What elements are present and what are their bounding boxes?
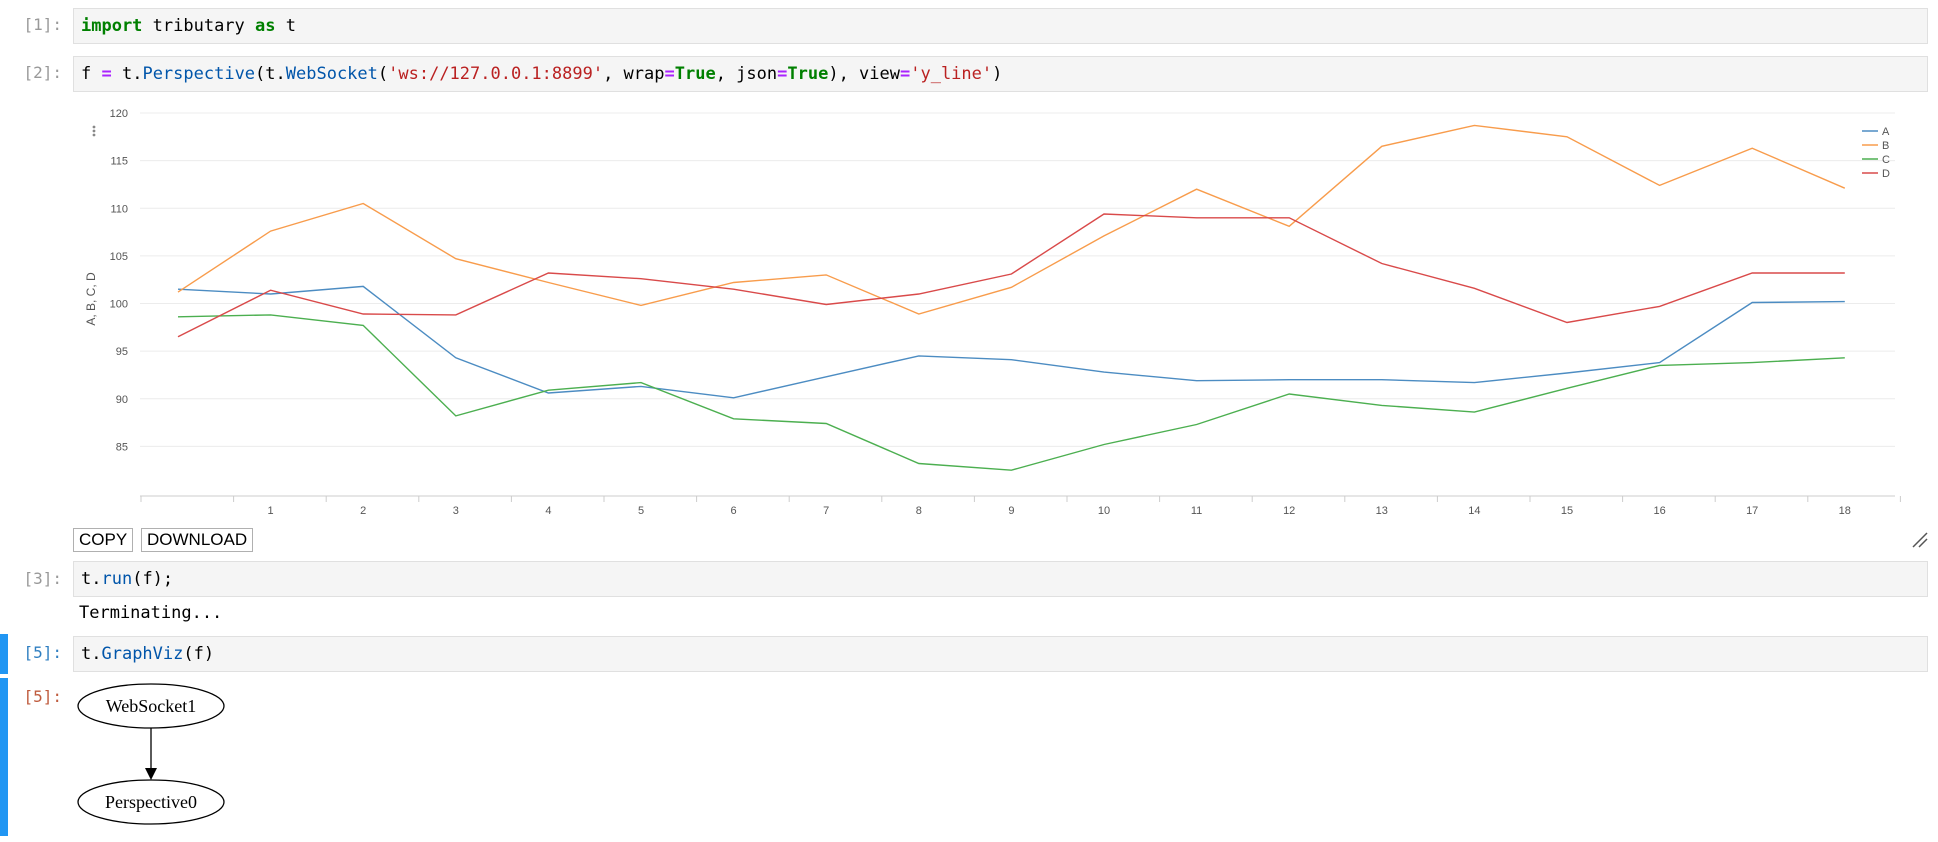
x-tick-label: 2 [360,505,366,517]
graph-edge-arrow-icon [145,768,157,780]
perspective-chart[interactable]: 85 90 95 100 105 110 115 120 1 2 3 4 5 6 7 8 9 10 11 12 13 14… [73,99,1928,519]
x-tick-label: 15 [1561,505,1573,517]
series-line-A [177,285,1845,399]
legend-label-A: A [1882,126,1890,138]
cell-3-prompt: [3]: [23,569,62,588]
x-tick-label: 4 [545,505,551,517]
cell-5-output-prompt: [5]: [23,687,62,706]
y-tick-label: 120 [110,108,128,120]
menu-dots-icon [92,129,96,133]
y-tick-label: 110 [110,203,128,215]
x-tick-label: 9 [1008,505,1014,517]
code-token: tributary [142,16,256,36]
cell-2-prompt: [2]: [23,63,62,82]
x-tick-label: 7 [823,505,829,517]
code-token: t. [81,569,102,589]
code-token: = [664,64,675,84]
code-token: , wrap [603,64,665,84]
code-token: True [787,64,829,84]
x-tick-label: 8 [916,505,922,517]
cell-5-input[interactable]: t.GraphViz(f) [73,636,1928,672]
cell-3-input[interactable]: t.run(f); [73,561,1928,597]
x-tick-label: 16 [1653,505,1665,517]
y-tick-label: 90 [116,394,128,406]
code-token: (f); [132,569,174,589]
menu-dots-icon [92,133,96,137]
code-token: t. [81,644,102,664]
code-token: = [101,64,112,84]
cell-3-output: Terminating... [79,603,223,623]
code-token: ) [992,64,1003,84]
code-token: WebSocket [285,64,378,84]
x-tick-label: 3 [453,505,459,517]
code-token: import [81,16,143,36]
code-token: ), view [828,64,900,84]
x-tick-label: 11 [1191,505,1202,517]
code-token: as [255,16,276,36]
y-tick-label: 85 [116,441,128,453]
cell-5-prompt: [5]: [23,643,62,662]
copy-button[interactable]: COPY [73,528,134,552]
code-token: f [81,64,102,84]
graphviz-diagram: WebSocket1 Perspective0 [77,683,225,825]
code-token: (t. [255,64,286,84]
code-token: True [674,64,716,84]
y-tick-label: 100 [110,299,128,311]
x-tick-label: 6 [731,505,737,517]
code-token: , json [715,64,778,84]
cell-1-input[interactable]: import tributary as t [73,8,1928,44]
series-line-C [177,314,1845,471]
code-token: t. [111,64,143,84]
x-tick-label: 17 [1746,505,1758,517]
legend-label-B: B [1882,140,1889,152]
y-tick-label: 105 [110,251,128,263]
code-token: 'ws://127.0.0.1:8899' [388,64,604,84]
code-token: Perspective [142,64,256,84]
code-token: = [899,64,911,84]
x-tick-label: 5 [638,505,644,517]
legend-label-D: D [1882,168,1890,180]
code-token: GraphViz [101,644,184,664]
code-token: ( [377,64,389,84]
code-token: run [101,569,133,589]
download-button[interactable]: DOWNLOAD [141,528,254,552]
output-selection-bar [0,678,8,836]
cell-selection-bar [0,634,8,674]
code-token: 'y_line' [910,64,993,84]
x-tick-label: 10 [1098,505,1110,517]
graph-node-perspective [77,779,225,825]
cell-2-input[interactable]: f = t.Perspective(t.WebSocket('ws://127.… [73,56,1928,92]
x-tick-label: 1 [268,505,274,517]
y-tick-label: 95 [116,346,128,358]
y-tick-label: 115 [110,156,128,168]
y-axis-label: A, B, C, D [84,272,98,326]
code-token: (f) [183,644,215,664]
cell-1-prompt: [1]: [23,15,62,34]
series-line-D [177,213,1845,338]
graph-node-perspective-label: Perspective0 [105,792,197,812]
series-line-B [177,124,1846,315]
code-token: t [275,16,296,36]
code-token: = [777,64,788,84]
resize-handle-icon[interactable] [1912,532,1928,548]
graph-node-websocket-label: WebSocket1 [106,696,197,716]
x-tick-label: 12 [1283,505,1295,517]
x-tick-label: 13 [1376,505,1388,517]
legend-label-C: C [1882,154,1890,166]
x-tick-label: 14 [1468,505,1480,517]
x-tick-label: 18 [1839,505,1851,517]
menu-dots-icon [92,125,96,129]
